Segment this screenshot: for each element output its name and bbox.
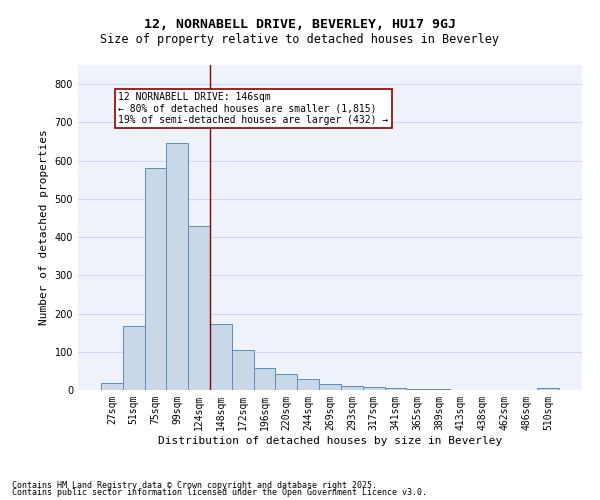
Bar	[406, 389, 428, 390]
X-axis label: Distribution of detached houses by size in Beverley: Distribution of detached houses by size …	[158, 436, 502, 446]
Text: Size of property relative to detached houses in Beverley: Size of property relative to detached ho…	[101, 32, 499, 46]
Bar	[537, 388, 559, 390]
Bar	[145, 168, 166, 390]
Bar	[363, 386, 385, 390]
Bar	[319, 384, 341, 390]
Bar	[297, 378, 319, 390]
Bar	[101, 383, 123, 390]
Bar	[210, 324, 232, 390]
Bar	[232, 350, 254, 390]
Bar	[188, 226, 210, 390]
Bar	[254, 368, 275, 390]
Text: 12 NORNABELL DRIVE: 146sqm
← 80% of detached houses are smaller (1,815)
19% of s: 12 NORNABELL DRIVE: 146sqm ← 80% of deta…	[118, 92, 389, 125]
Bar	[385, 388, 406, 390]
Text: Contains public sector information licensed under the Open Government Licence v3: Contains public sector information licen…	[12, 488, 427, 497]
Bar	[275, 374, 297, 390]
Bar	[428, 389, 450, 390]
Text: 12, NORNABELL DRIVE, BEVERLEY, HU17 9GJ: 12, NORNABELL DRIVE, BEVERLEY, HU17 9GJ	[144, 18, 456, 30]
Bar	[166, 144, 188, 390]
Y-axis label: Number of detached properties: Number of detached properties	[39, 130, 49, 326]
Bar	[123, 326, 145, 390]
Text: Contains HM Land Registry data © Crown copyright and database right 2025.: Contains HM Land Registry data © Crown c…	[12, 480, 377, 490]
Bar	[341, 386, 363, 390]
